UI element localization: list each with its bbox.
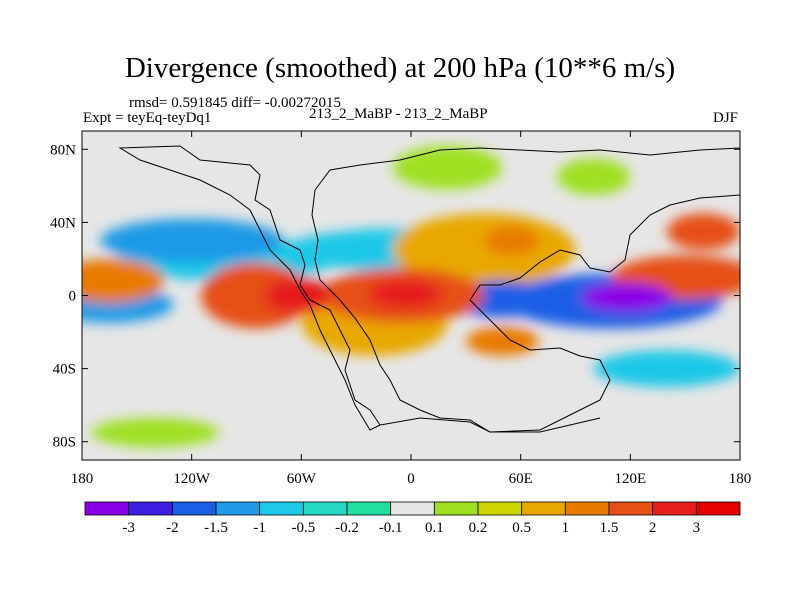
- contour-feature-19: [264, 277, 331, 314]
- colorbar-label-12: 2: [649, 520, 657, 536]
- x-tick-label-0: 180: [71, 471, 94, 487]
- colorbar-label-11: 1.5: [600, 520, 619, 536]
- colorbar-label-8: 0.2: [469, 520, 488, 536]
- colorbar-label-13: 3: [693, 520, 701, 536]
- x-tick-label-5: 120E: [614, 471, 646, 487]
- colorbar-swatch-3: [215, 501, 261, 516]
- americas-outline: [118, 145, 381, 431]
- contour-feature-15: [200, 262, 311, 329]
- colorbar-swatch-12: [608, 501, 654, 516]
- chart-title: Divergence (smoothed) at 200 hPa (10**6 …: [124, 52, 676, 84]
- colorbar-swatch-1: [128, 501, 173, 516]
- colorbar-label-0: -3: [122, 520, 135, 536]
- contour-feature-0: [392, 145, 503, 190]
- colorbar-swatch-9: [477, 501, 523, 516]
- x-tick-label-1: 120W: [173, 471, 211, 487]
- y-tick-label-4: 80S: [53, 435, 76, 451]
- colorbar-swatch-10: [521, 501, 566, 516]
- contour-field: [82, 145, 740, 448]
- case-label: 213_2_MaBP - 213_2_MaBP: [309, 106, 488, 122]
- rmsd-diff-stats: rmsd= 0.591845 diff= -0.00272015: [129, 95, 342, 111]
- contour-feature-20: [368, 279, 443, 309]
- colorbar-label-2: -1.5: [204, 520, 228, 536]
- colorbar-swatch-13: [652, 501, 697, 516]
- colorbar-swatch-7: [390, 501, 435, 516]
- x-tick-label-4: 60E: [509, 471, 533, 487]
- contour-feature-5: [593, 350, 740, 387]
- experiment-label: Expt = teyEq-teyDq1: [83, 110, 212, 126]
- x-axis: 180 120W 60W 0 60E 120E 180: [71, 131, 752, 487]
- colorbar-label-10: 1: [562, 520, 570, 536]
- y-tick-label-0: 80N: [50, 142, 76, 158]
- colorbar-swatch-5: [302, 501, 348, 516]
- y-tick-label-3: 40S: [53, 362, 76, 378]
- eurasia-africa-outline: [311, 147, 740, 433]
- colorbar-label-1: -2: [166, 520, 179, 536]
- colorbar-swatch-2: [171, 501, 217, 516]
- season-label: DJF: [713, 110, 739, 126]
- contour-feature-10: [82, 258, 165, 303]
- contour-feature-18: [666, 213, 740, 250]
- contour-feature-11: [484, 226, 539, 256]
- contour-feature-12: [465, 326, 539, 356]
- antarctic-boundary: [379, 417, 601, 433]
- y-axis: 80N 40N 0 40S 80S: [50, 142, 740, 451]
- x-tick-label-6: 180: [729, 471, 752, 487]
- colorbar-swatch-0: [84, 501, 130, 516]
- contour-feature-1: [557, 158, 631, 195]
- y-tick-label-1: 40N: [50, 215, 76, 231]
- colorbar-label-3: -1: [253, 520, 266, 536]
- contour-feature-2: [91, 417, 220, 448]
- x-tick-label-3: 0: [407, 471, 415, 487]
- colorbar-label-9: 0.5: [512, 520, 531, 536]
- colorbar-label-7: 0.1: [425, 520, 444, 536]
- colorbar-swatch-11: [564, 501, 610, 516]
- continent-outlines: [118, 145, 740, 433]
- contour-feature-21: [580, 282, 673, 312]
- x-tick-label-2: 60W: [287, 471, 317, 487]
- colorbar-swatch-6: [346, 501, 392, 516]
- colorbar: -3 -2 -1.5 -1 -0.5 -0.2 -0.1 0.1 0.2 0.5 1 1.5 2 3: [84, 501, 741, 536]
- colorbar-swatch-14: [695, 501, 741, 516]
- contour-feature-9: [100, 218, 284, 263]
- colorbar-label-6: -0.1: [379, 520, 403, 536]
- colorbar-label-5: -0.2: [335, 520, 359, 536]
- colorbar-label-4: -0.5: [291, 520, 315, 536]
- colorbar-swatch-8: [433, 501, 479, 516]
- y-tick-label-2: 0: [69, 289, 77, 305]
- colorbar-swatch-4: [259, 501, 304, 516]
